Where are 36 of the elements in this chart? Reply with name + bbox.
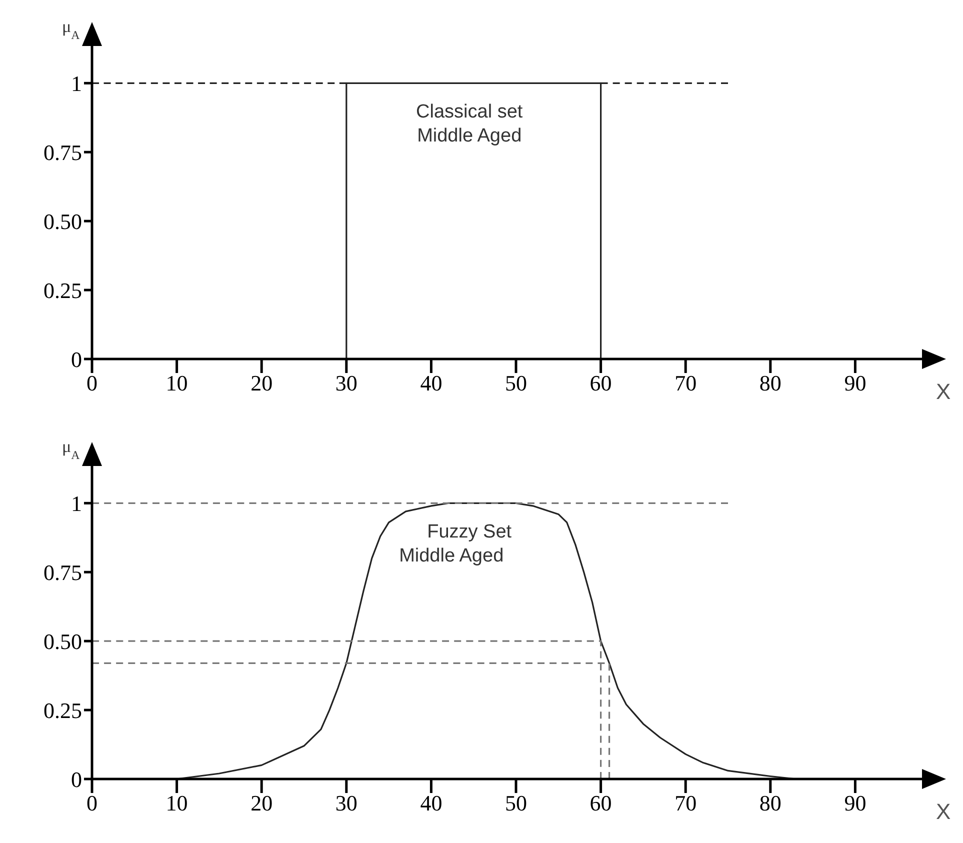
y-tick-label: 0.75: [44, 140, 82, 165]
x-tick-label: 30: [335, 370, 358, 396]
x-axis-title: X: [936, 379, 951, 404]
annotation: Fuzzy Set Middle Aged: [399, 521, 512, 566]
y-axis-title: μ$_{A}$: [62, 17, 80, 42]
x-tick-label: 0: [86, 790, 98, 816]
y-tick-label: 0: [71, 766, 82, 792]
y-tick-label: 0.75: [44, 560, 82, 585]
x-tick-label: 20: [250, 790, 273, 816]
x-tick-label: 80: [759, 790, 782, 816]
x-axis-title: X: [936, 799, 951, 824]
x-tick-label: 90: [844, 370, 866, 396]
y-tick-label: 0.50: [44, 628, 82, 654]
x-tick-label: 40: [420, 790, 442, 816]
annotation: Classical set Middle Aged: [416, 101, 524, 146]
x-tick-label: 50: [505, 370, 527, 396]
x-tick-label: 90: [844, 790, 866, 816]
x-tick-label: 70: [674, 790, 697, 816]
x-tick-label: 20: [250, 370, 273, 396]
x-tick-label: 10: [166, 370, 188, 396]
y-tick-label: 0: [71, 346, 82, 372]
x-tick-label: 80: [759, 370, 782, 396]
x-tick-label: 30: [335, 790, 358, 816]
y-tick-label: 0.25: [44, 278, 82, 303]
y-tick-label: 0.25: [44, 698, 82, 723]
y-tick-label: 0.50: [44, 208, 82, 234]
x-tick-label: 40: [420, 370, 442, 396]
y-tick-label: 1: [71, 490, 82, 516]
x-tick-label: 0: [86, 370, 98, 396]
x-tick-label: 60: [590, 790, 612, 816]
y-axis-title: μ$_{A}$: [62, 437, 80, 462]
x-tick-label: 10: [166, 790, 188, 816]
x-tick-label: 50: [505, 790, 527, 816]
x-tick-label: 60: [590, 370, 612, 396]
x-tick-label: 70: [674, 370, 697, 396]
y-tick-label: 1: [71, 70, 82, 96]
